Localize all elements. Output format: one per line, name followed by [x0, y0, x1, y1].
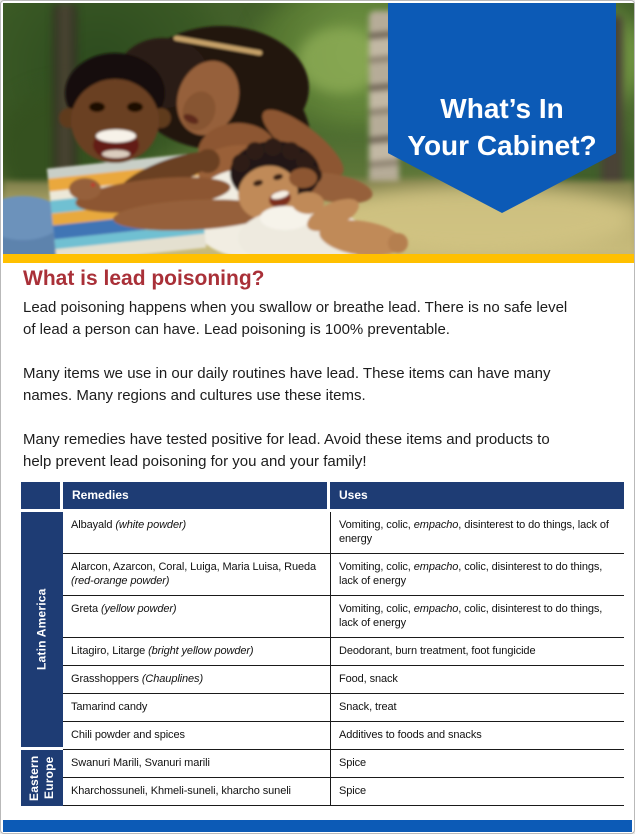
table-header-remedies: Remedies [63, 482, 330, 509]
remedy-cell: Albayald (white powder) [63, 512, 330, 554]
remedy-cell: Grasshoppers (Chauplines) [63, 666, 330, 694]
uses-cell: Spice [330, 778, 624, 806]
uses-cell: Vomiting, colic, empacho, disinterest to… [330, 512, 624, 554]
remedy-cell: Swanuri Marili, Svanuri marili [63, 750, 330, 778]
uses-cell: Vomiting, colic, empacho, colic, disinte… [330, 554, 624, 596]
photo-mother-arms [69, 177, 273, 231]
banner-title: What’s In Your Cabinet? [407, 93, 597, 161]
gold-divider-bar [3, 254, 634, 263]
photo-family-figures [3, 26, 408, 254]
remedy-cell: Greta (yellow powder) [63, 596, 330, 638]
remedy-cell: Chili powder and spices [63, 722, 330, 750]
uses-cell: Additives to foods and snacks [330, 722, 624, 750]
table-header-uses: Uses [330, 482, 624, 509]
photo-toddler [230, 138, 408, 254]
body-content: What is lead poisoning? Lead poisoning h… [23, 265, 619, 495]
uses-cell: Deodorant, burn treatment, foot fungicid… [330, 638, 624, 666]
region-cell: Latin America [21, 512, 63, 750]
remedy-cell: Kharchossuneli, Khmeli-suneli, kharcho s… [63, 778, 330, 806]
footer-bar [3, 820, 632, 832]
region-cell: Eastern Europe [21, 750, 63, 806]
table-header-region [21, 482, 63, 509]
table-header-row: Remedies Uses [21, 482, 624, 509]
remedy-cell: Tamarind candy [63, 694, 330, 722]
remedy-cell: Alarcon, Azarcon, Coral, Luiga, Maria Lu… [63, 554, 330, 596]
uses-cell: Snack, treat [330, 694, 624, 722]
intro-paragraph-2: Many items we use in our daily routines … [23, 365, 551, 404]
intro-paragraph-3: Many remedies have tested positive for l… [23, 431, 550, 470]
remedies-table: Remedies Uses Latin America Albayald (whi… [21, 482, 624, 806]
uses-cell: Vomiting, colic, empacho, colic, disinte… [330, 596, 624, 638]
table-body: Latin America Albayald (white powder) Vomi… [21, 512, 624, 806]
remedy-cell: Litagiro, Litarge (bright yellow powder) [63, 638, 330, 666]
region-label: Latin America [34, 588, 49, 671]
intro-paragraph-1: Lead poisoning happens when you swallow … [23, 299, 568, 338]
region-label: Eastern Europe [27, 755, 56, 801]
section-heading: What is lead poisoning? [23, 267, 265, 290]
uses-cell: Spice [330, 750, 624, 778]
uses-cell: Food, snack [330, 666, 624, 694]
photo-foliage-blob [298, 28, 383, 93]
